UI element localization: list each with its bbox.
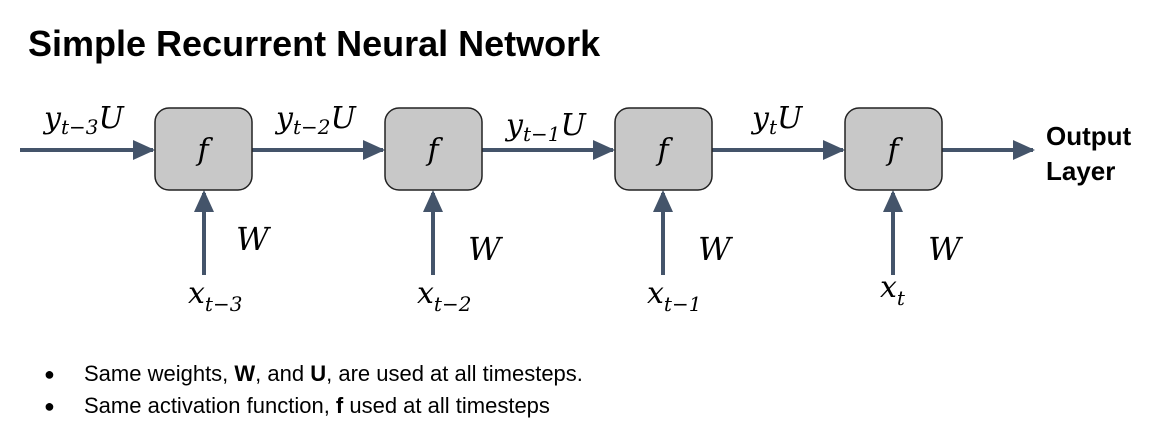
output-arrowhead — [1013, 140, 1035, 160]
recurrent-arrowhead-3 — [593, 140, 615, 160]
input-label-3: xt−1 — [647, 276, 701, 316]
recurrent-label-4: ytU — [750, 101, 804, 139]
recurrent-label-1: yt−3U — [42, 101, 125, 139]
recurrent-arrowhead-4 — [823, 140, 845, 160]
input-arrowhead-4 — [883, 190, 903, 212]
output-label: Output Layer — [1046, 121, 1138, 186]
input-arrowhead-1 — [194, 190, 214, 212]
node-1 — [154, 107, 253, 191]
input-label-1: xt−3 — [188, 276, 242, 316]
input-arrowhead-3 — [653, 190, 673, 212]
page-title: Simple Recurrent Neural Network — [28, 23, 601, 64]
output-label-line2: Layer — [1046, 156, 1115, 186]
note-item: Same weights, W, and U, are used at all … — [40, 358, 583, 390]
weight-label-4: W — [928, 230, 964, 268]
input-label-4: xt — [880, 270, 906, 310]
output-label-line1: Output — [1046, 121, 1132, 151]
weight-label-3: W — [698, 230, 734, 268]
weight-label-1: W — [236, 220, 272, 258]
weight-label-2: W — [468, 230, 504, 268]
recurrent-arrowhead-1 — [133, 140, 155, 160]
recurrent-label-3: yt−1U — [504, 108, 587, 146]
node-2 — [384, 107, 483, 191]
recurrent-arrowhead-2 — [363, 140, 385, 160]
recurrent-label-2: yt−2U — [274, 101, 357, 139]
note-item: Same activation function, f used at all … — [40, 390, 583, 422]
input-arrowhead-2 — [423, 190, 443, 212]
node-3 — [614, 107, 713, 191]
input-label-2: xt−2 — [417, 276, 471, 316]
notes-list: Same weights, W, and U, are used at all … — [40, 358, 583, 422]
node-4 — [844, 107, 943, 191]
